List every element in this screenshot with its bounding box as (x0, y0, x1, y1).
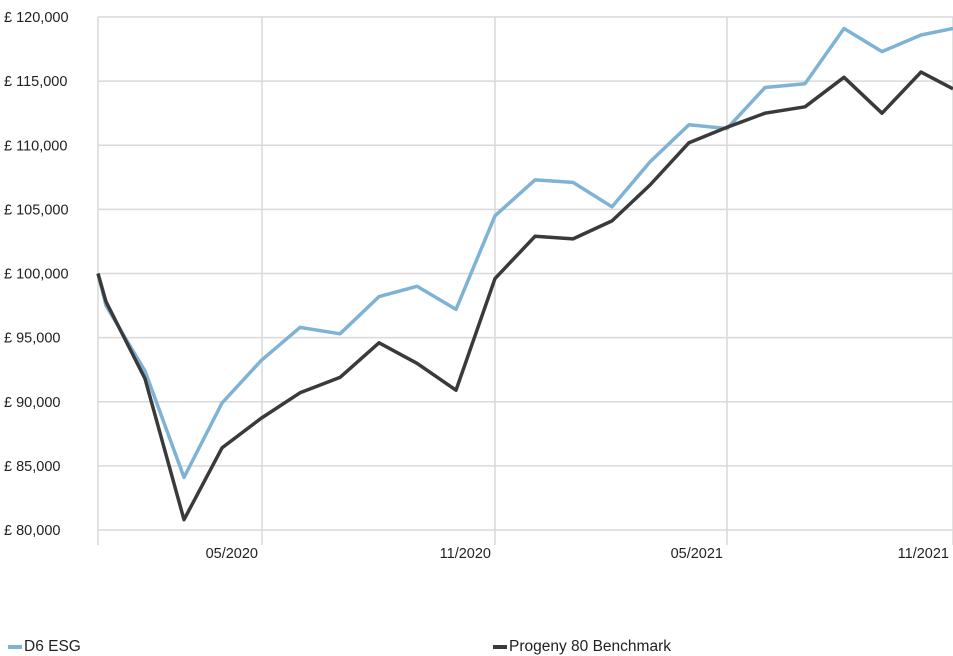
series-lines (96, 26, 953, 522)
legend-item-d6-esg: D6 ESG (8, 638, 81, 656)
y-tick-label: £ 95,000 (4, 331, 60, 347)
x-tick-label: 11/2020 (440, 546, 491, 562)
y-tick-label: £ 85,000 (4, 459, 60, 475)
y-tick-label: £ 120,000 (4, 10, 69, 26)
y-tick-label: £ 110,000 (4, 138, 67, 154)
series-line-benchmark (96, 70, 953, 522)
gridlines (97, 16, 953, 545)
legend-item-benchmark: Progeny 80 Benchmark (493, 638, 671, 656)
legend-swatch-benchmark (493, 645, 507, 649)
x-tick-label: 05/2021 (671, 546, 723, 562)
y-tick-label: £ 115,000 (4, 74, 67, 90)
y-axis-ticks: £ 80,000 £ 85,000 £ 90,000 £ 95,000 £ 100,00… (4, 10, 69, 539)
x-tick-label: 11/2021 (898, 546, 949, 562)
y-tick-label: £ 105,000 (4, 202, 69, 218)
x-axis-ticks: 05/2020 11/2020 05/2021 11/2021 (206, 546, 949, 562)
y-tick-label: £ 90,000 (4, 395, 60, 411)
x-tick-label: 05/2020 (206, 546, 258, 562)
y-tick-label: £ 80,000 (4, 523, 60, 539)
legend-label-d6-esg: D6 ESG (24, 638, 81, 655)
line-chart: £ 80,000 £ 85,000 £ 90,000 £ 95,000 £ 100,00… (4, 10, 953, 562)
series-line-d6-esg (96, 26, 953, 480)
legend-label-benchmark: Progeny 80 Benchmark (509, 638, 671, 655)
y-tick-label: £ 100,000 (4, 267, 69, 283)
legend-swatch-d6-esg (8, 645, 22, 649)
